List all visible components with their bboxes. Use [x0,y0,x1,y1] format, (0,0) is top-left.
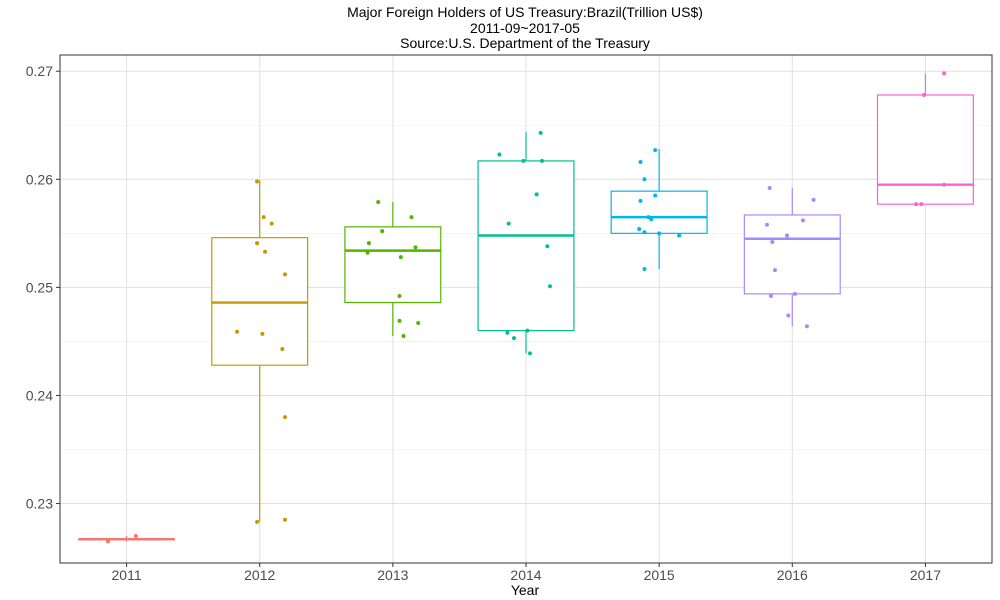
data-point-2016 [811,197,816,202]
data-point-2013 [397,318,402,323]
data-point-2013 [413,245,418,250]
x-tick-label: 2014 [510,567,541,583]
data-point-2017 [919,202,924,207]
box-2011 [78,535,176,542]
data-point-2012 [283,415,288,420]
data-point-2012 [260,331,265,336]
data-point-2011 [105,539,110,544]
x-tick-label: 2012 [244,567,275,583]
x-axis-title: Year [511,582,540,598]
data-point-2017 [922,92,927,97]
box-iqr [344,226,442,304]
chart-subtitle-period: 2011-09~2017-05 [470,20,580,36]
data-point-2012 [255,241,260,246]
x-axis: 2011 2012 2013 2014 2015 2016 2017 [112,563,941,583]
data-point-2012 [235,329,240,334]
box-2015 [610,149,708,270]
chart-title-block: Major Foreign Holders of US Treasury:Bra… [347,4,703,51]
box-layer [78,73,974,542]
data-point-2012 [269,221,274,226]
data-point-2015 [638,198,643,203]
y-tick-label: 0.26 [26,171,53,187]
box-iqr [477,160,575,332]
data-point-2014 [539,158,544,163]
x-tick-label: 2016 [777,567,808,583]
box-iqr [876,94,974,205]
data-point-2012 [255,179,260,184]
y-axis: 0.23 0.24 0.25 0.26 0.27 [26,63,60,512]
data-point-2012 [255,519,260,524]
data-point-2013 [416,321,421,326]
point-layer [105,71,947,544]
data-point-2014 [534,192,539,197]
data-point-2012 [280,346,285,351]
data-point-2016 [800,218,805,223]
data-point-2014 [538,130,543,135]
box-iqr [610,190,708,234]
data-point-2016 [804,324,809,329]
box-iqr [743,214,841,295]
data-point-2014 [547,284,552,289]
x-tick-label: 2013 [377,567,408,583]
data-point-2017 [942,182,947,187]
data-point-2014 [506,221,511,226]
data-point-2013 [376,199,381,204]
box-2012 [211,180,309,522]
data-point-2016 [792,291,797,296]
chart-title: Major Foreign Holders of US Treasury:Bra… [347,4,703,20]
data-point-2014 [497,152,502,157]
y-tick-label: 0.27 [26,63,53,79]
data-point-2014 [527,351,532,356]
data-point-2012 [283,272,288,277]
data-point-2013 [366,241,371,246]
data-point-2016 [786,313,791,318]
data-point-2012 [283,517,288,522]
data-point-2012 [263,249,268,254]
data-point-2011 [133,533,138,538]
chart-subtitle-source: Source:U.S. Department of the Treasury [400,35,650,51]
data-point-2015 [637,227,642,232]
data-point-2015 [638,160,643,165]
box-2016 [743,187,841,327]
data-point-2015 [646,215,651,220]
data-point-2015 [649,217,654,222]
x-tick-label: 2015 [644,567,675,583]
data-point-2013 [401,334,406,339]
data-point-2014 [525,328,530,333]
data-point-2016 [770,239,775,244]
data-point-2016 [772,268,777,273]
y-tick-label: 0.23 [26,496,53,512]
data-point-2017 [942,71,947,76]
data-point-2017 [914,202,919,207]
data-point-2014 [505,330,510,335]
data-point-2013 [365,250,370,255]
box-2013 [344,201,442,337]
y-tick-label: 0.24 [26,387,53,403]
data-point-2015 [677,233,682,238]
data-point-2015 [653,193,658,198]
data-point-2012 [261,215,266,220]
box-2017 [876,73,974,205]
x-tick-label: 2017 [910,567,941,583]
data-point-2016 [784,233,789,238]
data-point-2016 [767,185,772,190]
data-point-2013 [380,229,385,234]
data-point-2015 [642,177,647,182]
data-point-2016 [764,222,769,227]
data-point-2015 [642,230,647,235]
y-tick-label: 0.25 [26,279,53,295]
data-point-2016 [768,294,773,299]
x-tick-label: 2011 [112,567,142,583]
data-point-2014 [521,158,526,163]
data-point-2015 [642,267,647,272]
data-point-2015 [653,148,658,153]
box-2014 [477,131,575,354]
data-point-2014 [545,244,550,249]
data-point-2013 [397,294,402,299]
data-point-2015 [657,231,662,236]
data-point-2014 [512,336,517,341]
data-point-2013 [398,255,403,260]
data-point-2013 [409,215,414,220]
